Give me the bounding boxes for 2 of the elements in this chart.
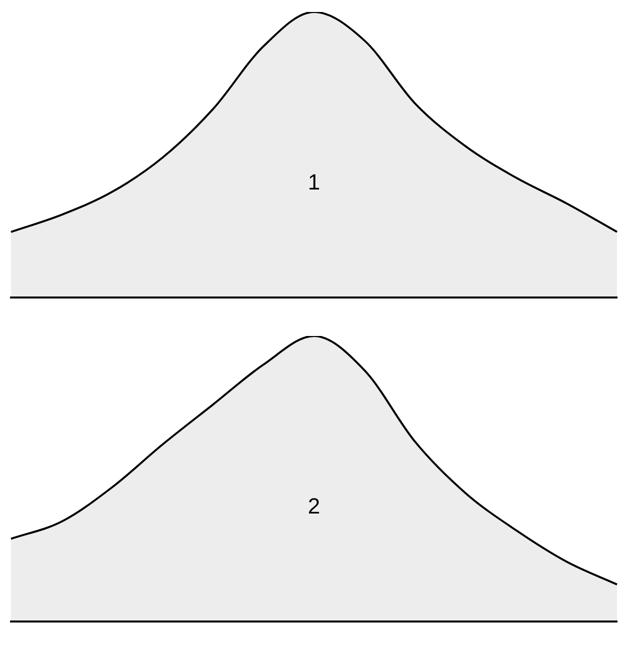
- annotation: 2: [308, 493, 320, 518]
- annotation: 1: [308, 169, 320, 194]
